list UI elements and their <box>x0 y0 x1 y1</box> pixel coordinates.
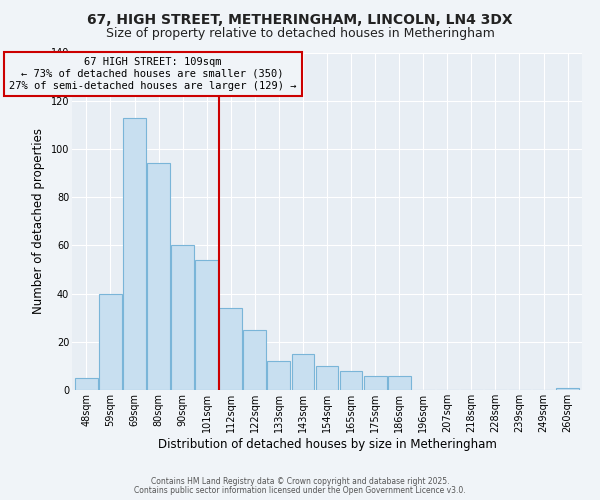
Bar <box>75 378 98 390</box>
Bar <box>244 330 266 390</box>
Bar <box>292 354 314 390</box>
Bar <box>195 260 218 390</box>
Text: Contains HM Land Registry data © Crown copyright and database right 2025.: Contains HM Land Registry data © Crown c… <box>151 477 449 486</box>
Bar <box>220 308 242 390</box>
Bar <box>268 361 290 390</box>
Bar <box>316 366 338 390</box>
Bar <box>99 294 122 390</box>
Bar <box>171 246 194 390</box>
Text: Size of property relative to detached houses in Metheringham: Size of property relative to detached ho… <box>106 28 494 40</box>
Bar <box>556 388 579 390</box>
Bar <box>147 164 170 390</box>
X-axis label: Distribution of detached houses by size in Metheringham: Distribution of detached houses by size … <box>158 438 496 450</box>
Y-axis label: Number of detached properties: Number of detached properties <box>32 128 45 314</box>
Text: 67, HIGH STREET, METHERINGHAM, LINCOLN, LN4 3DX: 67, HIGH STREET, METHERINGHAM, LINCOLN, … <box>87 12 513 26</box>
Bar <box>364 376 386 390</box>
Bar <box>123 118 146 390</box>
Bar <box>388 376 410 390</box>
Text: Contains public sector information licensed under the Open Government Licence v3: Contains public sector information licen… <box>134 486 466 495</box>
Bar <box>340 370 362 390</box>
Text: 67 HIGH STREET: 109sqm
← 73% of detached houses are smaller (350)
27% of semi-de: 67 HIGH STREET: 109sqm ← 73% of detached… <box>9 58 296 90</box>
